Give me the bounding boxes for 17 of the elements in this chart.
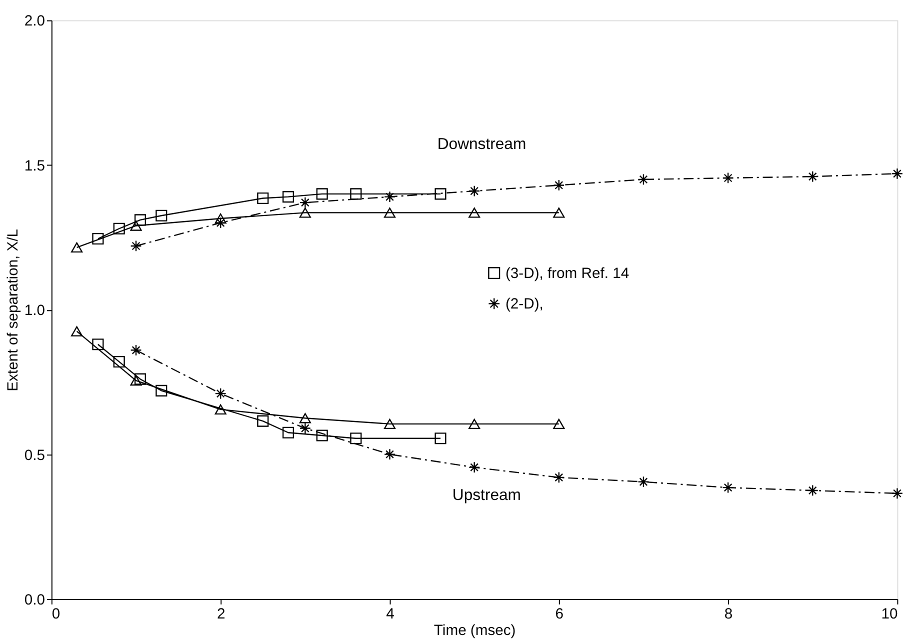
annotation: Downstream <box>437 136 526 153</box>
x-axis-title: Time (msec) <box>434 623 516 640</box>
y-tick-label: 1.0 <box>24 303 46 320</box>
x-tick-label: 4 <box>386 606 394 622</box>
y-tick-label: 0.5 <box>24 448 46 464</box>
x-tick-label: 6 <box>555 606 564 622</box>
y-tick-label: 2.0 <box>24 14 46 30</box>
y-axis-title: Extent of separation, X/L <box>5 228 22 392</box>
y-tick-label: 0.0 <box>24 592 46 608</box>
legend-label: (2-D), <box>505 296 544 313</box>
legend-label: (3-D), from Ref. 14 <box>505 266 630 282</box>
x-tick-label: 0 <box>52 606 60 622</box>
x-tick-label: 10 <box>881 606 898 622</box>
annotation: Upstream <box>452 487 521 504</box>
x-tick-label: 2 <box>216 606 226 622</box>
y-tick-label: 1.5 <box>24 158 46 174</box>
x-tick-label: 8 <box>724 606 733 622</box>
